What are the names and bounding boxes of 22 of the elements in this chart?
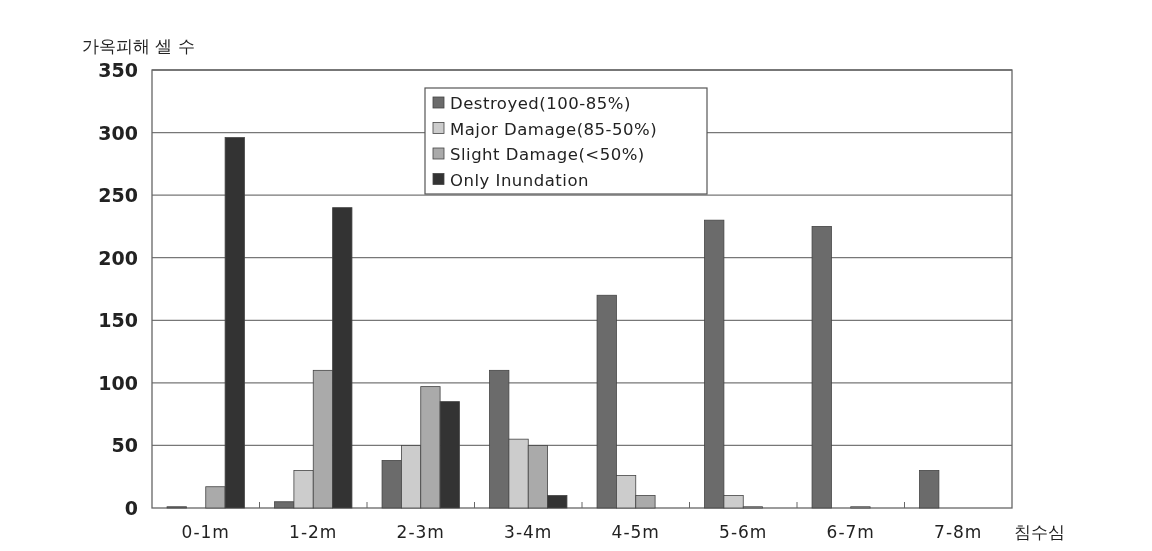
y-axis-title: 가옥피해 셀 수 — [82, 36, 195, 56]
legend-label: Major Damage(85-50%) — [450, 119, 658, 139]
x-tick-label: 5-6m — [719, 522, 768, 542]
x-tick-label: 7-8m — [934, 522, 983, 542]
legend-label: Only Inundation — [450, 170, 589, 190]
y-tick-label: 200 — [98, 246, 138, 269]
y-tick-label: 300 — [98, 121, 138, 144]
y-tick-label: 150 — [98, 309, 138, 332]
y-tick-label: 350 — [98, 59, 138, 81]
y-tick-label: 50 — [111, 434, 138, 457]
x-tick-label: 1-2m — [289, 522, 338, 542]
x-tick-label: 3-4m — [504, 522, 553, 542]
x-tick-label: 4-5m — [611, 522, 660, 542]
x-axis-title: 침수심 — [1014, 522, 1065, 542]
legend-label: Slight Damage(<50%) — [450, 145, 645, 164]
y-tick-label: 0 — [124, 497, 138, 519]
y-tick-label: 100 — [98, 371, 138, 394]
legend-label: Destroyed(100-85%) — [450, 94, 631, 113]
x-tick-label: 6-7m — [826, 522, 875, 542]
x-tick-label: 2-3m — [396, 522, 445, 542]
y-tick-label: 250 — [98, 184, 138, 207]
x-tick-label: 0-1m — [181, 522, 230, 542]
